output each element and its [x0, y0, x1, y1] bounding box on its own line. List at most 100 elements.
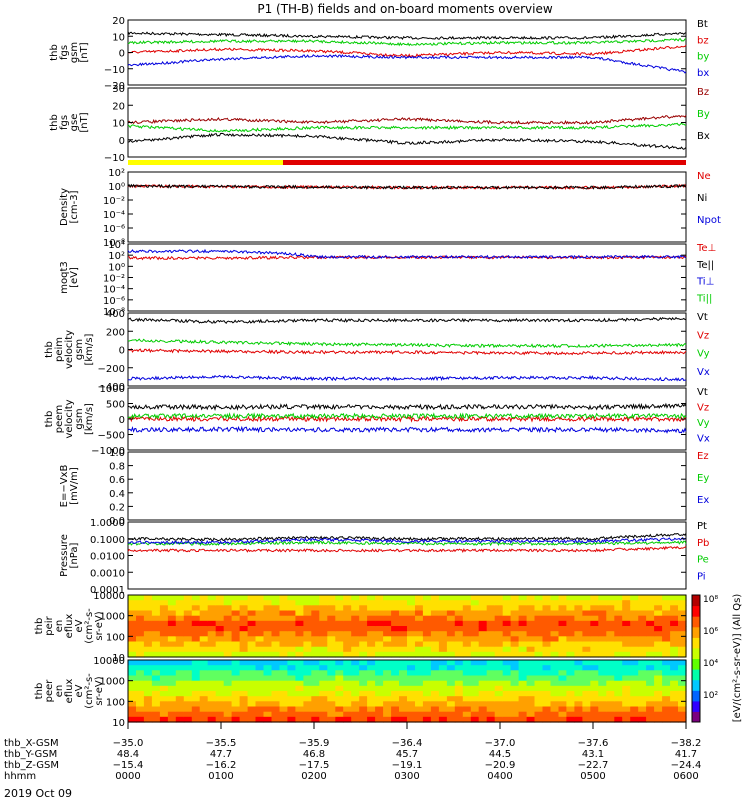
spectrogram-cell	[502, 675, 512, 682]
spectrogram-cell	[678, 680, 687, 687]
spectrogram-cell	[478, 660, 488, 666]
spectrogram-cell	[279, 646, 289, 653]
spectrogram-cell	[486, 600, 496, 606]
mode-bar-fast	[283, 160, 686, 165]
spectrogram-cell	[263, 716, 273, 723]
spectrogram-cell	[335, 636, 344, 643]
spectrogram-cell	[295, 615, 304, 622]
y-tick-label: −10	[104, 65, 125, 76]
spectrogram-cell	[662, 665, 671, 671]
spectrogram-cell	[247, 701, 257, 708]
series-Vx-line	[127, 425, 687, 434]
spectrogram-cell	[311, 665, 320, 671]
spectrogram-cell	[263, 615, 273, 622]
axis-row-label: thb_Z-GSM	[4, 760, 59, 771]
spectrogram-cell	[271, 641, 281, 648]
spectrogram-cell	[319, 646, 328, 653]
spectrogram-cell	[542, 696, 552, 702]
spectrogram-cell	[518, 680, 528, 687]
spectrogram-cell	[502, 626, 512, 632]
spectrogram-cell	[566, 691, 575, 697]
spectrogram-cell	[582, 711, 591, 718]
spectrogram-cell	[128, 691, 137, 697]
spectrogram-cell	[399, 701, 408, 708]
spectrogram-cell	[438, 646, 448, 653]
spectrogram-cell	[590, 716, 599, 723]
spectrogram-cell	[343, 685, 352, 692]
spectrogram-cell	[470, 701, 480, 708]
spectrogram-cell	[343, 620, 352, 627]
spectrogram-cell	[255, 620, 265, 627]
spectrogram-cell	[319, 691, 328, 697]
spectrogram-cell	[566, 706, 575, 713]
colorbar-segment	[692, 626, 700, 638]
spectrogram-cell	[494, 660, 504, 666]
spectrogram-cell	[622, 646, 631, 653]
legend-Pt: Pt	[697, 521, 707, 532]
spectrogram-cell	[295, 691, 304, 697]
x-tick-label: 43.1	[582, 749, 604, 760]
spectrogram-cell	[167, 691, 177, 697]
y-axis-label: fgs	[59, 45, 70, 60]
spectrogram-cell	[622, 680, 631, 687]
spectrogram-cell	[502, 651, 512, 658]
spectrogram-cell	[446, 660, 456, 666]
spectrogram-cell	[494, 651, 504, 658]
spectrogram-cell	[662, 615, 671, 622]
spectrogram-cell	[335, 610, 344, 617]
spectrogram-cell	[606, 646, 615, 653]
spectrogram-cell	[271, 696, 281, 702]
spectrogram-cell	[359, 711, 368, 718]
spectrogram-cell	[518, 670, 528, 677]
spectrogram-cell	[399, 610, 408, 617]
spectrogram-cell	[518, 610, 528, 617]
spectrogram-cell	[598, 636, 607, 643]
spectrogram-cell	[136, 636, 145, 643]
spectrogram-cell	[446, 711, 456, 718]
orbit-axis: thb_X-GSM −35.0 −35.5 −35.9 −36.4 −37.0 −37.6−…	[4, 722, 701, 782]
spectrogram-cell	[311, 620, 320, 627]
spectrogram-cell	[159, 696, 169, 702]
colorbar-tick-label: 10⁸	[703, 595, 718, 605]
spectrogram-cell	[247, 610, 257, 617]
legend-Vy: Vy	[697, 418, 710, 429]
spectrogram-cell	[287, 595, 296, 601]
spectrogram-cell	[590, 610, 599, 617]
colorbar-tick-label: 10⁶	[703, 627, 718, 637]
spectrogram-cell	[167, 685, 177, 692]
spectrogram-cell	[327, 660, 336, 666]
spectrogram-cell	[534, 595, 544, 601]
spectrogram-cell	[207, 610, 217, 617]
spectrogram-cell	[446, 615, 456, 622]
spectrogram-cell	[215, 680, 225, 687]
spectrogram-cell	[622, 595, 631, 601]
spectrogram-cell	[255, 691, 265, 697]
spectrogram-cell	[327, 600, 336, 606]
spectrogram-cell	[239, 706, 249, 713]
spectrogram-cell	[606, 685, 615, 692]
spectrogram-cell	[662, 691, 671, 697]
spectrogram-cell	[311, 651, 320, 658]
spectrogram-cell	[558, 691, 568, 697]
spectrogram-cell	[279, 701, 289, 708]
spectrogram-cell	[247, 600, 257, 606]
legend-Ni: Ni	[697, 193, 707, 204]
spectrogram-cell	[255, 595, 265, 601]
spectrogram-cell	[454, 641, 464, 648]
spectrogram-cell	[566, 716, 575, 723]
spectrogram-cell	[622, 716, 631, 723]
spectrogram-cell	[167, 660, 177, 666]
spectrogram-cell	[662, 595, 671, 601]
spectrogram-cell	[143, 605, 153, 612]
spectrogram-cell	[462, 595, 472, 601]
spectrogram-cell	[143, 636, 153, 643]
spectrogram-cell	[550, 685, 560, 692]
spectrogram-cell	[271, 620, 281, 627]
y-tick-label: 10⁰	[108, 262, 125, 273]
spectrogram-cell	[566, 711, 575, 718]
y-axis-label: en	[54, 620, 65, 633]
spectrogram-cell	[494, 696, 504, 702]
spectrogram-cell	[215, 701, 225, 708]
spectrogram-cell	[255, 665, 265, 671]
